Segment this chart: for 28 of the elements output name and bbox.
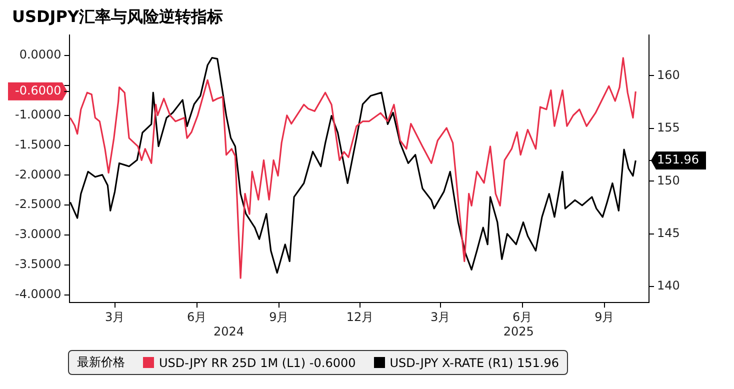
legend-label: USD-JPY RR 25D 1M (L1) -0.6000	[159, 356, 356, 370]
x-tick-label: 3月	[104, 310, 125, 324]
y2-tick-label: 151.96	[657, 152, 700, 167]
y-tick-label: -1.5000	[14, 137, 62, 152]
legend-title: 最新价格	[77, 354, 125, 371]
y2-tick-label: 150	[657, 173, 680, 188]
y-tick-label: -4.0000	[14, 286, 62, 301]
y2-tick-label: 145	[657, 226, 680, 240]
y-tick-label: 0.0000	[19, 48, 62, 62]
y-tick-label: -1.0000	[14, 107, 62, 122]
y-tick-label: -2.5000	[14, 197, 62, 212]
x-tick-label: 9月	[594, 310, 614, 324]
text: 2024	[213, 324, 244, 339]
y2-tick-label: 160	[657, 68, 680, 82]
x-tick-label: 3月	[430, 310, 450, 324]
x-tick-label: 9月	[269, 310, 289, 324]
x-tick-label: 6月	[187, 310, 207, 324]
y2-tick-label: 140	[657, 278, 680, 293]
y-tick-label: -3.0000	[14, 227, 62, 242]
legend-label: USD-JPY X-RATE (R1) 151.96	[390, 356, 559, 370]
y-tick-label: -0.6000	[14, 84, 62, 98]
y-tick-label: -3.5000	[14, 257, 62, 272]
x-tick-label: 12月	[346, 310, 374, 324]
y2-tick-label: 155	[657, 120, 680, 135]
x-tick-label: 6月	[512, 310, 532, 324]
text: 2025	[503, 324, 534, 339]
chart-title: USDJPY汇率与风险逆转指标	[12, 6, 224, 26]
y-tick-label: -2.0000	[14, 167, 62, 182]
